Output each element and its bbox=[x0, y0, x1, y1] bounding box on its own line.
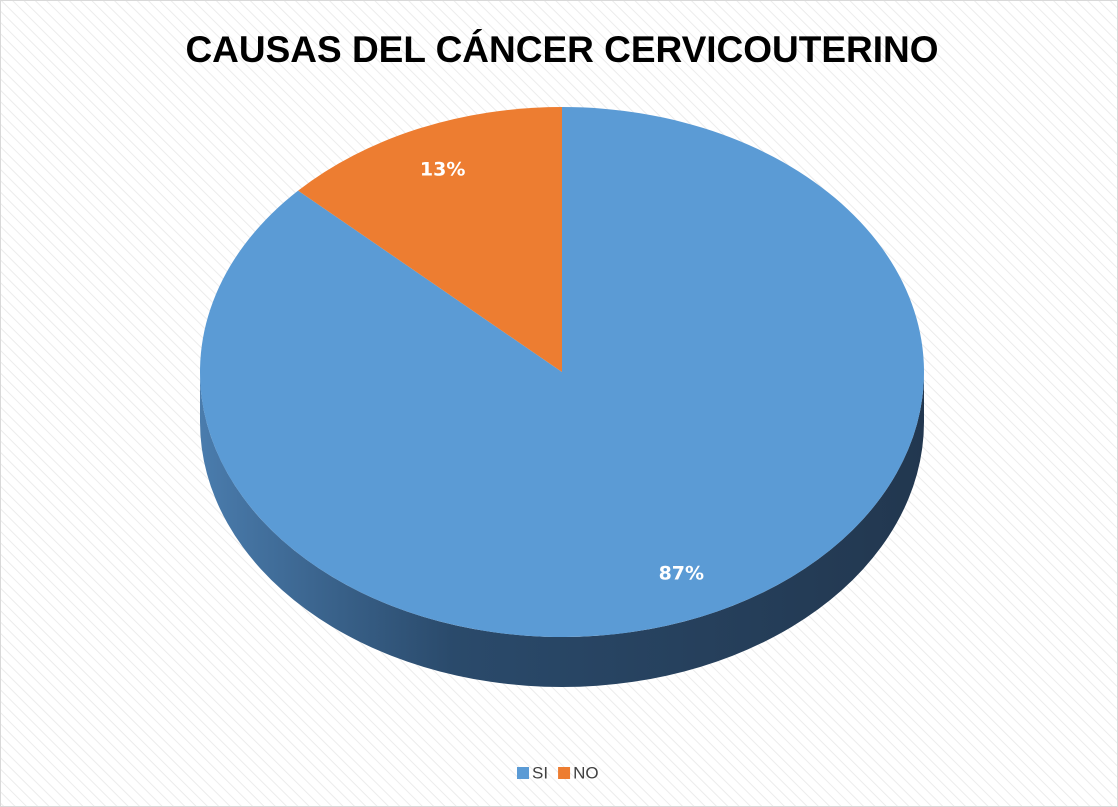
legend-label: SI bbox=[532, 763, 548, 782]
chart-title: CAUSAS DEL CÁNCER CERVICOUTERINO bbox=[185, 29, 938, 70]
data-label: 87% bbox=[659, 562, 704, 584]
pie-slice bbox=[298, 106, 562, 372]
legend-swatch bbox=[517, 767, 529, 779]
legend-swatch bbox=[558, 767, 571, 779]
pie-side bbox=[200, 372, 924, 687]
pie-slice bbox=[199, 107, 924, 637]
legend-label: NO bbox=[573, 763, 599, 782]
data-label: 13% bbox=[420, 159, 465, 181]
